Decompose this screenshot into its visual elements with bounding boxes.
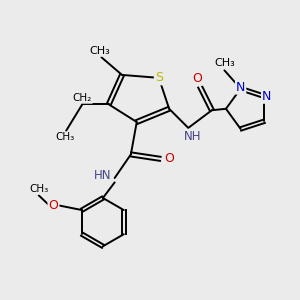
Text: NH: NH xyxy=(184,130,201,143)
Text: O: O xyxy=(49,199,58,212)
Text: N: N xyxy=(262,90,272,103)
Text: CH₃: CH₃ xyxy=(90,46,110,56)
Text: S: S xyxy=(155,71,163,84)
Text: CH₂: CH₂ xyxy=(73,93,92,103)
Text: CH₃: CH₃ xyxy=(55,132,74,142)
Text: HN: HN xyxy=(94,169,112,182)
Text: O: O xyxy=(164,152,174,165)
Text: N: N xyxy=(236,81,245,94)
Text: O: O xyxy=(192,72,202,85)
Text: CH₃: CH₃ xyxy=(214,58,235,68)
Text: CH₃: CH₃ xyxy=(29,184,48,194)
